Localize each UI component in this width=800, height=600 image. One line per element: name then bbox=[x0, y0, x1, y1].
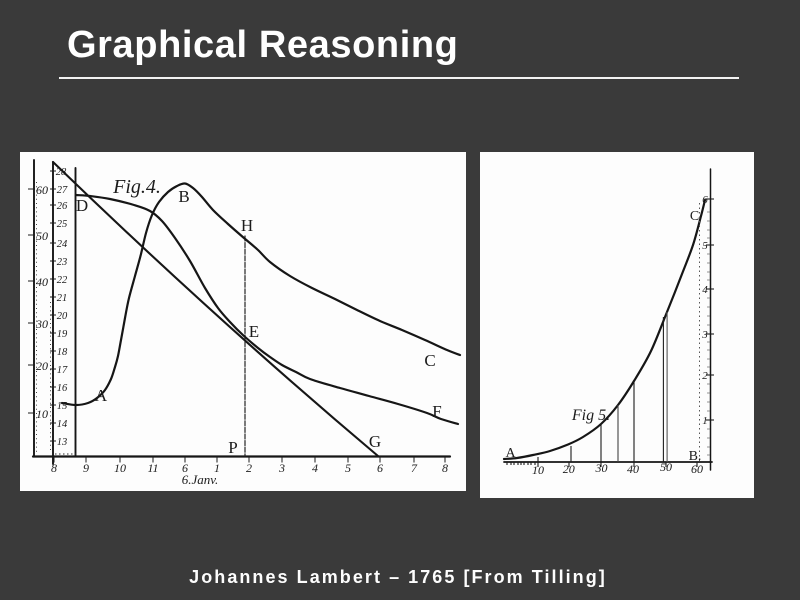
svg-text:60: 60 bbox=[36, 183, 48, 197]
svg-text:50: 50 bbox=[36, 229, 48, 243]
svg-text:8: 8 bbox=[51, 461, 57, 475]
svg-text:9: 9 bbox=[83, 461, 89, 475]
svg-text:A: A bbox=[95, 386, 108, 405]
svg-text:26: 26 bbox=[57, 201, 68, 212]
svg-text:27: 27 bbox=[57, 185, 68, 196]
svg-text:B: B bbox=[178, 187, 189, 206]
svg-text:10: 10 bbox=[114, 461, 126, 475]
svg-text:20: 20 bbox=[563, 462, 575, 476]
svg-text:21: 21 bbox=[57, 293, 68, 304]
svg-text:14: 14 bbox=[57, 419, 68, 430]
svg-text:B.: B. bbox=[689, 449, 702, 464]
svg-text:15: 15 bbox=[57, 401, 68, 412]
svg-text:6: 6 bbox=[702, 194, 708, 206]
svg-text:28: 28 bbox=[56, 167, 67, 178]
svg-text:3: 3 bbox=[278, 461, 285, 475]
svg-text:4: 4 bbox=[312, 461, 318, 475]
svg-text:25: 25 bbox=[57, 219, 68, 230]
svg-text:5: 5 bbox=[702, 240, 708, 252]
svg-text:G: G bbox=[369, 432, 381, 451]
svg-text:50: 50 bbox=[660, 460, 672, 474]
svg-text:C: C bbox=[690, 209, 699, 224]
svg-text:20: 20 bbox=[57, 311, 68, 322]
svg-text:16: 16 bbox=[57, 383, 68, 394]
svg-text:C: C bbox=[424, 351, 435, 370]
svg-text:19: 19 bbox=[57, 329, 68, 340]
svg-text:2: 2 bbox=[246, 461, 252, 475]
svg-text:7: 7 bbox=[411, 461, 418, 475]
svg-text:17: 17 bbox=[57, 365, 68, 376]
svg-text:A: A bbox=[505, 446, 516, 461]
svg-text:10: 10 bbox=[532, 463, 544, 477]
svg-text:6.Janv.: 6.Janv. bbox=[182, 472, 219, 487]
svg-text:40: 40 bbox=[36, 275, 48, 289]
svg-text:D: D bbox=[76, 196, 88, 215]
svg-text:1: 1 bbox=[702, 415, 708, 427]
svg-text:6: 6 bbox=[377, 461, 383, 475]
svg-text:24: 24 bbox=[57, 239, 68, 250]
svg-text:Fig 5.: Fig 5. bbox=[571, 407, 610, 424]
svg-text:H: H bbox=[241, 216, 253, 235]
svg-text:60: 60 bbox=[691, 462, 703, 476]
svg-text:8: 8 bbox=[442, 461, 448, 475]
svg-text:P: P bbox=[228, 438, 237, 457]
svg-text:23: 23 bbox=[57, 257, 68, 268]
svg-text:6: 6 bbox=[182, 461, 188, 475]
svg-text:22: 22 bbox=[57, 275, 68, 286]
svg-text:1: 1 bbox=[214, 461, 220, 475]
svg-text:18: 18 bbox=[57, 347, 68, 358]
svg-text:40: 40 bbox=[627, 462, 639, 476]
svg-text:F: F bbox=[432, 402, 441, 421]
svg-text:E: E bbox=[249, 322, 259, 341]
svg-text:13: 13 bbox=[57, 437, 68, 448]
svg-text:4: 4 bbox=[702, 284, 708, 296]
svg-text:11: 11 bbox=[147, 461, 158, 475]
svg-text:30: 30 bbox=[35, 317, 48, 331]
svg-text:Fig.4.: Fig.4. bbox=[112, 176, 161, 198]
svg-text:10: 10 bbox=[36, 407, 48, 421]
svg-text:2: 2 bbox=[702, 370, 708, 382]
svg-text:20: 20 bbox=[36, 359, 48, 373]
svg-text:30: 30 bbox=[595, 461, 608, 475]
svg-text:3: 3 bbox=[701, 329, 708, 341]
svg-text:5: 5 bbox=[345, 461, 351, 475]
